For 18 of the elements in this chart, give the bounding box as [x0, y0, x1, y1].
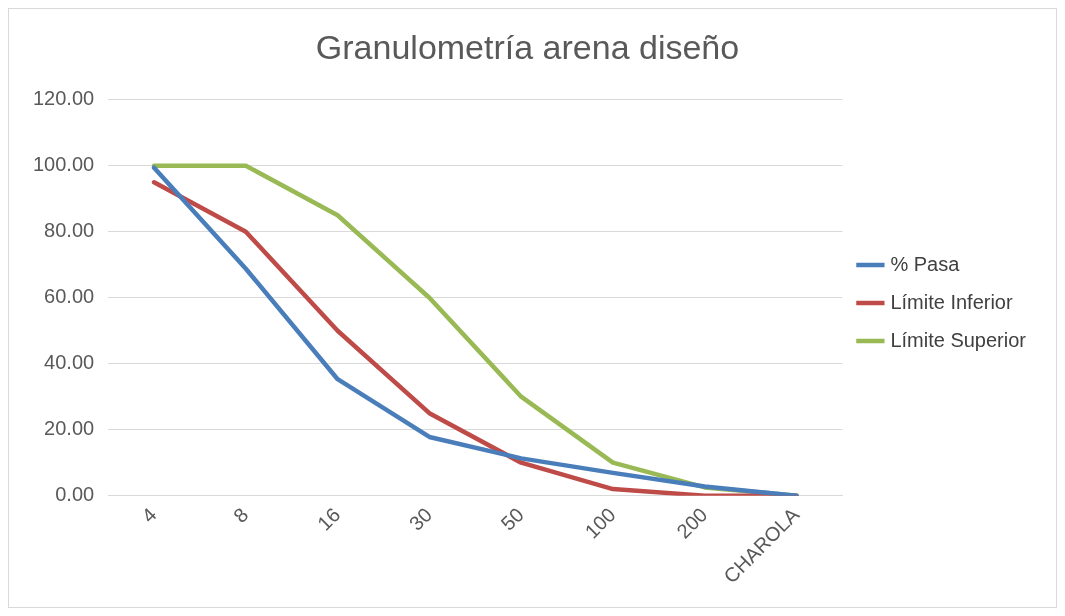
x-tick-label: 30 — [404, 503, 437, 535]
legend-label: Límite Inferior — [890, 290, 1013, 313]
y-tick-label: 120.00 — [33, 87, 95, 110]
y-tick-label: 40.00 — [44, 351, 95, 374]
legend-label: Límite Superior — [890, 328, 1027, 351]
x-tick-label: 16 — [313, 503, 345, 535]
x-tick-label: 8 — [229, 503, 253, 527]
x-tick-label: 100 — [580, 503, 620, 543]
y-tick-label: 20.00 — [44, 417, 95, 440]
y-tick-label: 100.00 — [33, 153, 95, 176]
chart-title: Granulometría arena diseño — [315, 27, 740, 66]
y-tick-label: 60.00 — [44, 285, 95, 308]
y-tick-label: 80.00 — [44, 219, 95, 242]
y-tick-label: 0.00 — [55, 483, 95, 506]
legend-label: % Pasa — [890, 252, 961, 275]
x-tick-label: 50 — [496, 503, 528, 535]
x-tick-label: 4 — [137, 503, 161, 527]
x-tick-label: 200 — [672, 503, 712, 543]
